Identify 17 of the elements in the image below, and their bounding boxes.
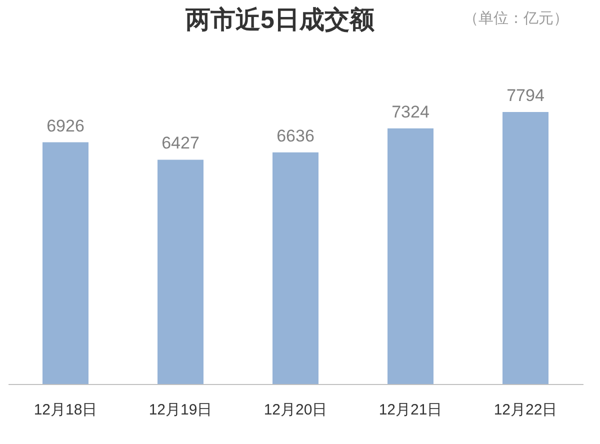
data-label: 6926 bbox=[46, 116, 84, 136]
bar bbox=[158, 160, 204, 384]
bar bbox=[388, 128, 434, 384]
bar bbox=[42, 142, 88, 384]
data-label: 6636 bbox=[276, 126, 314, 146]
x-tick-label: 12月19日 bbox=[148, 402, 212, 418]
chart-title: 两市近5日成交额 bbox=[184, 6, 376, 34]
x-tick-label: 12月22日 bbox=[494, 402, 558, 418]
x-tick-label: 12月20日 bbox=[264, 402, 328, 418]
x-tick-label: 12月21日 bbox=[378, 402, 442, 418]
bar bbox=[272, 152, 318, 384]
chart-subtitle: （单位：亿元） bbox=[464, 10, 568, 27]
x-tick-label: 12月18日 bbox=[34, 402, 98, 418]
data-label: 7794 bbox=[506, 86, 544, 105]
data-label: 7324 bbox=[392, 102, 430, 122]
data-label: 6427 bbox=[162, 134, 200, 153]
bar bbox=[502, 112, 548, 384]
